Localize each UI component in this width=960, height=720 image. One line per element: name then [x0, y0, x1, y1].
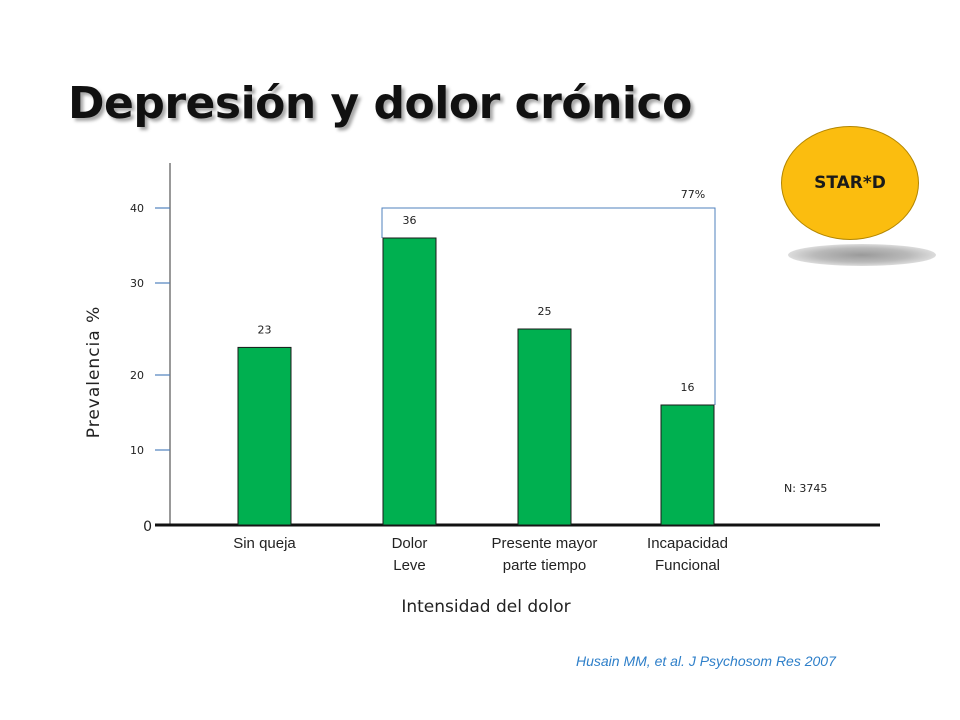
- y-tick-label: 0: [143, 519, 152, 535]
- bar: [517, 328, 572, 526]
- bracket-label: 77%: [681, 188, 705, 201]
- slide-title: Depresión y dolor crónico: [68, 78, 692, 129]
- category-label: Leve: [393, 557, 426, 574]
- bar-value-label: 23: [258, 323, 272, 336]
- bar: [382, 237, 437, 526]
- category-label: Dolor: [392, 535, 428, 552]
- category-label: parte tiempo: [503, 557, 586, 574]
- y-tick-label: 30: [130, 277, 144, 290]
- x-axis-title: Intensidad del dolor: [401, 597, 570, 617]
- y-tick-label: 10: [130, 444, 144, 457]
- citation: Husain MM, et al. J Psychosom Res 2007: [576, 653, 836, 669]
- category-label: Funcional: [655, 557, 720, 574]
- star-d-badge: STAR*D: [781, 126, 919, 240]
- bar-value-label: 16: [681, 381, 695, 394]
- bar: [660, 404, 715, 526]
- category-label: Presente mayor: [492, 535, 598, 552]
- bar-value-label: 25: [538, 305, 552, 318]
- bar-value-label: 36: [403, 214, 417, 227]
- badge-label: STAR*D: [814, 173, 886, 193]
- bracket-line: [381, 207, 716, 405]
- category-label: Sin queja: [233, 535, 296, 552]
- y-tick-label: 20: [130, 369, 144, 382]
- badge-shadow: [788, 244, 936, 266]
- chart-bars: 23 Sin queja 36 Dolor Leve 25 Presente mayor pa…: [233, 214, 728, 574]
- category-label: Incapacidad: [647, 535, 728, 552]
- y-tick-label: 40: [130, 202, 144, 215]
- sample-size-note: N: 3745: [784, 482, 828, 495]
- bar: [237, 346, 292, 526]
- bracket-annotation: 77%: [381, 188, 716, 405]
- y-axis-title: Prevalencia %: [84, 306, 104, 439]
